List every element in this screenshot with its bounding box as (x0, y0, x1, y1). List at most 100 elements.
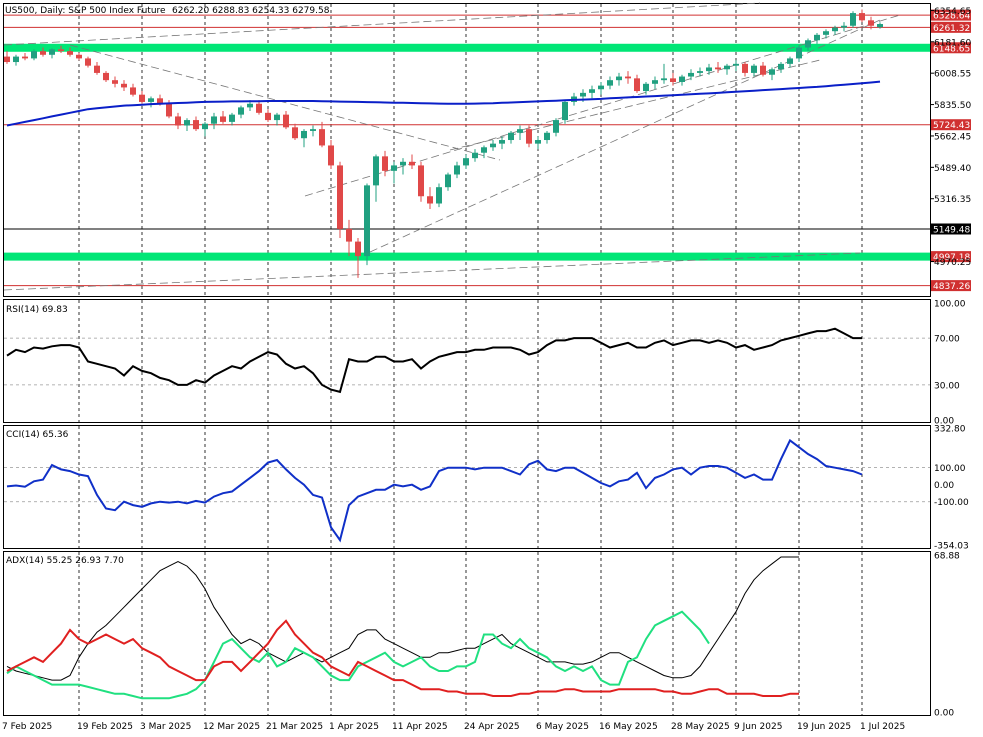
indicator-tick-label: -100.00 (934, 498, 969, 508)
candle-body (256, 103, 262, 113)
candle-body (418, 165, 424, 197)
candle-body (301, 130, 307, 139)
candle-body (58, 49, 64, 52)
candle-body (247, 103, 253, 108)
time-label: 1 Apr 2025 (329, 722, 379, 732)
indicator-tick-label: 0.00 (934, 709, 954, 719)
candle-body (274, 114, 280, 121)
rsi-title: RSI(14) 69.83 (6, 305, 68, 315)
candle-body (283, 114, 289, 128)
candle-body (4, 56, 10, 63)
level-label: 4997.18 (933, 253, 970, 263)
price-tick-label: 6008.55 (934, 70, 971, 80)
level-tag (931, 9, 971, 21)
adx-pane[interactable] (3, 551, 931, 716)
candle-body (724, 65, 730, 70)
candle-body (607, 80, 613, 86)
level-tag (931, 119, 971, 131)
candle-body (643, 83, 649, 92)
indicator-tick-label: 70.00 (934, 335, 960, 345)
candle-body (202, 123, 208, 130)
candle-body (400, 161, 406, 166)
candle-body (355, 241, 361, 257)
candle-body (337, 165, 343, 229)
indicator-tick-label: 0.00 (934, 481, 954, 491)
candle-body (157, 98, 163, 104)
time-label: 21 Mar 2025 (266, 722, 323, 732)
price-tick-label: 5316.35 (934, 195, 971, 205)
candle-body (427, 196, 433, 204)
indicator-line (6, 327, 862, 394)
time-label: 24 Apr 2025 (464, 722, 520, 732)
candle-body (454, 165, 460, 175)
candle-body (409, 161, 415, 166)
candle-body (373, 156, 379, 186)
level-tag (931, 223, 971, 235)
time-label: 1 Jul 2025 (860, 722, 905, 732)
candle-body (580, 92, 586, 97)
indicator-tick-label: 100.00 (934, 464, 966, 474)
candle-body (328, 145, 334, 166)
candle-body (535, 140, 541, 144)
level-tag (931, 251, 971, 263)
candle-body (94, 65, 100, 73)
level-label: 5149.48 (933, 225, 970, 235)
level-tag (931, 42, 971, 54)
moving-average (6, 80, 881, 127)
candle-body (508, 132, 514, 141)
candle-body (715, 67, 721, 70)
cci-pane[interactable] (3, 425, 931, 549)
candle-body (841, 25, 847, 28)
level-label: 6328.64 (933, 12, 970, 22)
price-tick-label: 5662.45 (934, 132, 971, 142)
ma-line (6, 80, 881, 127)
candle-body (364, 185, 370, 257)
candle-body (220, 116, 226, 122)
trend-line (69, 44, 501, 161)
time-label: 6 May 2025 (536, 722, 589, 732)
candle-body (742, 63, 748, 73)
price-tick-label: 5835.50 (934, 101, 971, 111)
candle-body (49, 49, 55, 55)
main-pane[interactable] (3, 3, 931, 297)
candle-body (598, 85, 604, 90)
time-label: 16 May 2025 (599, 722, 658, 732)
indicator-tick-label: 30.00 (934, 381, 960, 391)
time-label: 3 Mar 2025 (140, 722, 191, 732)
candle-body (616, 76, 622, 81)
rsi-pane[interactable] (3, 299, 931, 423)
candle-body (553, 120, 559, 133)
candle-body (175, 116, 181, 126)
indicator-line (6, 438, 863, 543)
indicator-tick-label: -354.03 (934, 542, 969, 552)
price-tick-label: 6354.65 (934, 7, 971, 17)
candle-body (148, 98, 154, 102)
candle-body (76, 54, 82, 59)
candle-body (238, 107, 244, 115)
candle-body (562, 101, 568, 121)
time-label: 7 Feb 2025 (2, 722, 52, 732)
candle-body (436, 187, 442, 204)
indicator-tick-label: 68.88 (934, 552, 960, 562)
candle-body (85, 58, 91, 66)
indicator-tick-label: 0.00 (934, 417, 954, 427)
level-label: 5724.43 (933, 121, 970, 131)
candle-body (319, 129, 325, 146)
indicator-line (6, 610, 710, 700)
indicator-line (6, 556, 799, 681)
level-tag (931, 21, 971, 33)
cci-indicator: 332.80 100.00 0.00 -100.00 -354.03 (4, 425, 969, 552)
candle-body (445, 174, 451, 188)
candle-body (652, 80, 658, 84)
candle-body (166, 103, 172, 117)
time-label: 19 Jun 2025 (797, 722, 851, 732)
candle-body (706, 67, 712, 72)
indicator-tick-label: 332.80 (934, 425, 966, 435)
candle-body (544, 132, 550, 141)
candle-body (625, 76, 631, 79)
time-axis: 7 Feb 2025 19 Feb 2025 3 Mar 2025 12 Mar 20… (2, 722, 905, 732)
candle-body (40, 51, 46, 55)
candle-body (22, 56, 28, 59)
level-tag (931, 280, 971, 292)
candle-body (481, 147, 487, 153)
